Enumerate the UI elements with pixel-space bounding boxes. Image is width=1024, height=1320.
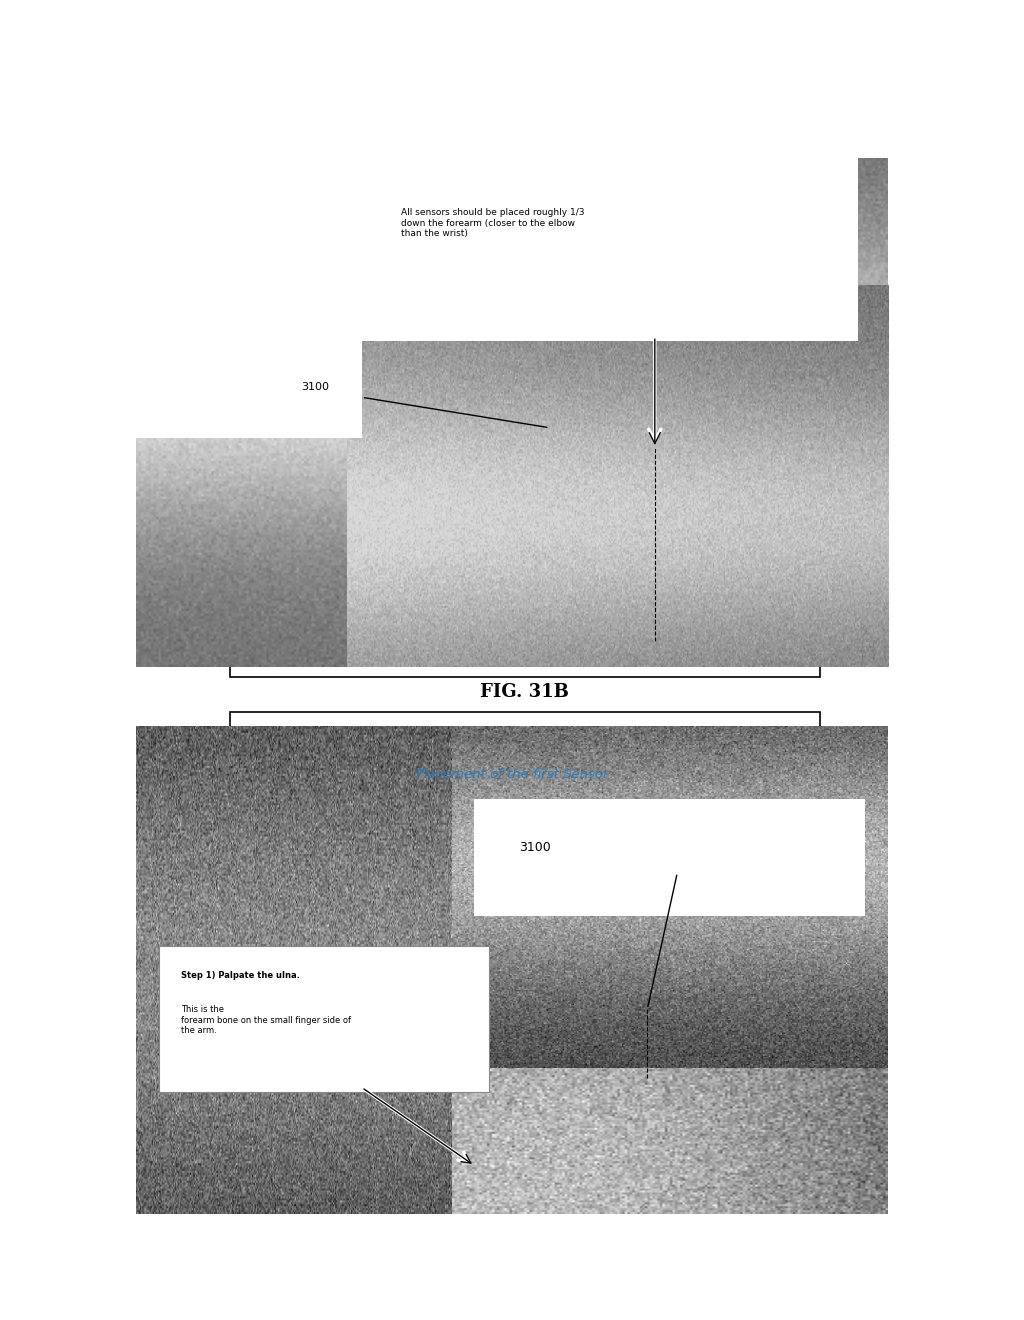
Text: Placement of the first Sensor: Placement of the first Sensor — [416, 768, 608, 781]
Text: Step 1) Palpate the ulna.: Step 1) Palpate the ulna. — [181, 972, 300, 981]
FancyBboxPatch shape — [159, 945, 489, 1093]
Text: All sensors should be placed roughly 1/3
down the forearm (closer to the elbow
t: All sensors should be placed roughly 1/3… — [400, 209, 585, 238]
FancyBboxPatch shape — [229, 713, 820, 1098]
Text: 3100: 3100 — [519, 841, 551, 854]
FancyBboxPatch shape — [136, 158, 361, 438]
Text: Nov. 18, 2010  Sheet 33 of 40: Nov. 18, 2010 Sheet 33 of 40 — [428, 187, 622, 201]
FancyBboxPatch shape — [474, 799, 865, 916]
Text: This is the
forearm bone on the small finger side of
the arm.: This is the forearm bone on the small fi… — [181, 1006, 351, 1035]
FancyBboxPatch shape — [229, 276, 820, 677]
Text: FIG. 31C: FIG. 31C — [481, 1107, 568, 1125]
Text: 3100: 3100 — [301, 381, 330, 392]
Text: US 2010/0292549 A1: US 2010/0292549 A1 — [682, 187, 820, 201]
Text: Patent Application Publication: Patent Application Publication — [229, 187, 432, 201]
FancyBboxPatch shape — [354, 153, 858, 342]
Text: FIG. 31B: FIG. 31B — [480, 682, 569, 701]
